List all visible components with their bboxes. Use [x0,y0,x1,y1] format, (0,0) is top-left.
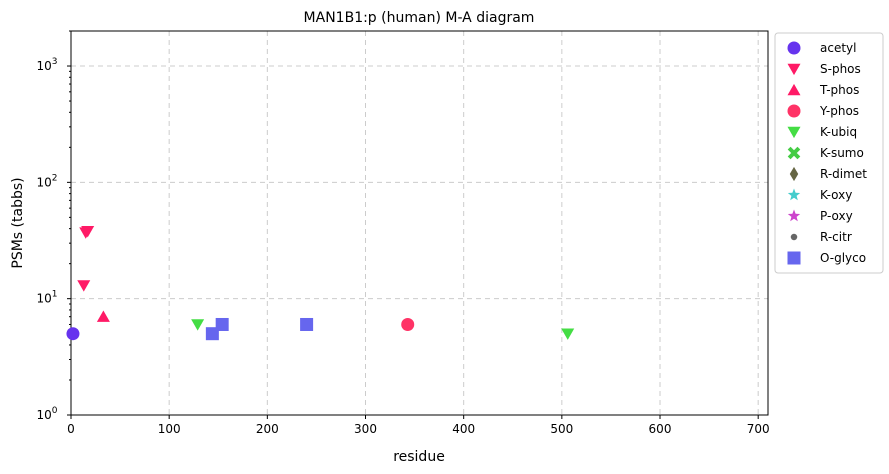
x-tick-label: 200 [256,422,279,436]
legend-label: R-dimet [820,167,867,181]
legend-label: P-oxy [820,209,853,223]
legend-marker-t-phos [787,83,801,96]
chart-title: MAN1B1:p (human) M-A diagram [304,10,535,26]
legend-marker-s-phos [787,63,801,76]
data-point-k-ubiq [561,328,575,340]
y-tick-base: 10 [36,408,51,422]
x-tick-label: 300 [354,422,377,436]
legend-marker-o-glyco [787,251,801,265]
data-point-y-phos [401,317,415,331]
legend-marker-r-citr [790,233,798,241]
y-tick-label: 101 [36,290,57,306]
legend-label: S-phos [820,62,861,76]
legend-label: acetyl [820,41,856,55]
x-tick-label: 100 [158,422,181,436]
y-tick-exponent: 2 [52,173,58,183]
data-point-s-phos [81,226,95,238]
x-axis: 0 100 200 300 400 500 600 700 [67,415,770,436]
y-tick-label: 102 [36,173,57,189]
y-tick-base: 10 [36,292,51,306]
legend-marker-k-ubiq [787,126,801,139]
y-tick-base: 10 [36,175,51,189]
legend-label: K-sumo [820,146,864,160]
data-point-s-phos [77,280,91,292]
y-tick-label: 100 [36,406,57,422]
x-tick-label: 700 [747,422,770,436]
x-tick-label: 400 [452,422,475,436]
x-axis-label: residue [393,449,445,465]
legend-marker-r-dimet [789,166,799,182]
legend-label: O-glyco [820,251,866,265]
y-tick-exponent: 1 [52,290,58,300]
data-point-o-glyco [205,327,219,341]
legend-marker-y-phos [787,104,801,118]
x-tick-label: 0 [67,422,75,436]
legend-label: Y-phos [819,104,859,118]
legend-label: K-ubiq [820,125,857,139]
legend: acetyl S-phos T-phos Y-phos K-ubiq K-sumo R-di… [774,32,884,274]
legend-label: T-phos [819,83,859,97]
legend-marker-p-oxy [787,209,801,222]
data-points [66,226,575,341]
legend-label: R-citr [820,230,852,244]
y-tick-exponent: 0 [52,406,58,416]
y-tick-label: 103 [36,57,57,73]
data-point-o-glyco [215,317,229,331]
y-tick-exponent: 3 [52,57,58,67]
grid [71,31,768,415]
plot-frame [70,30,769,416]
legend-marker-k-sumo [787,146,801,160]
legend-marker-k-oxy [787,188,801,201]
data-point-o-glyco [300,317,314,331]
data-point-t-phos [96,310,110,322]
data-point-acetyl [66,327,80,341]
x-tick-label: 600 [649,422,672,436]
legend-label: K-oxy [820,188,852,202]
legend-marker-acetyl [787,41,801,55]
y-axis-label: PSMs (tabbs) [10,177,26,268]
x-tick-label: 500 [550,422,573,436]
legend-frame [774,32,884,274]
y-tick-base: 10 [36,59,51,73]
data-point-k-ubiq [191,319,205,331]
